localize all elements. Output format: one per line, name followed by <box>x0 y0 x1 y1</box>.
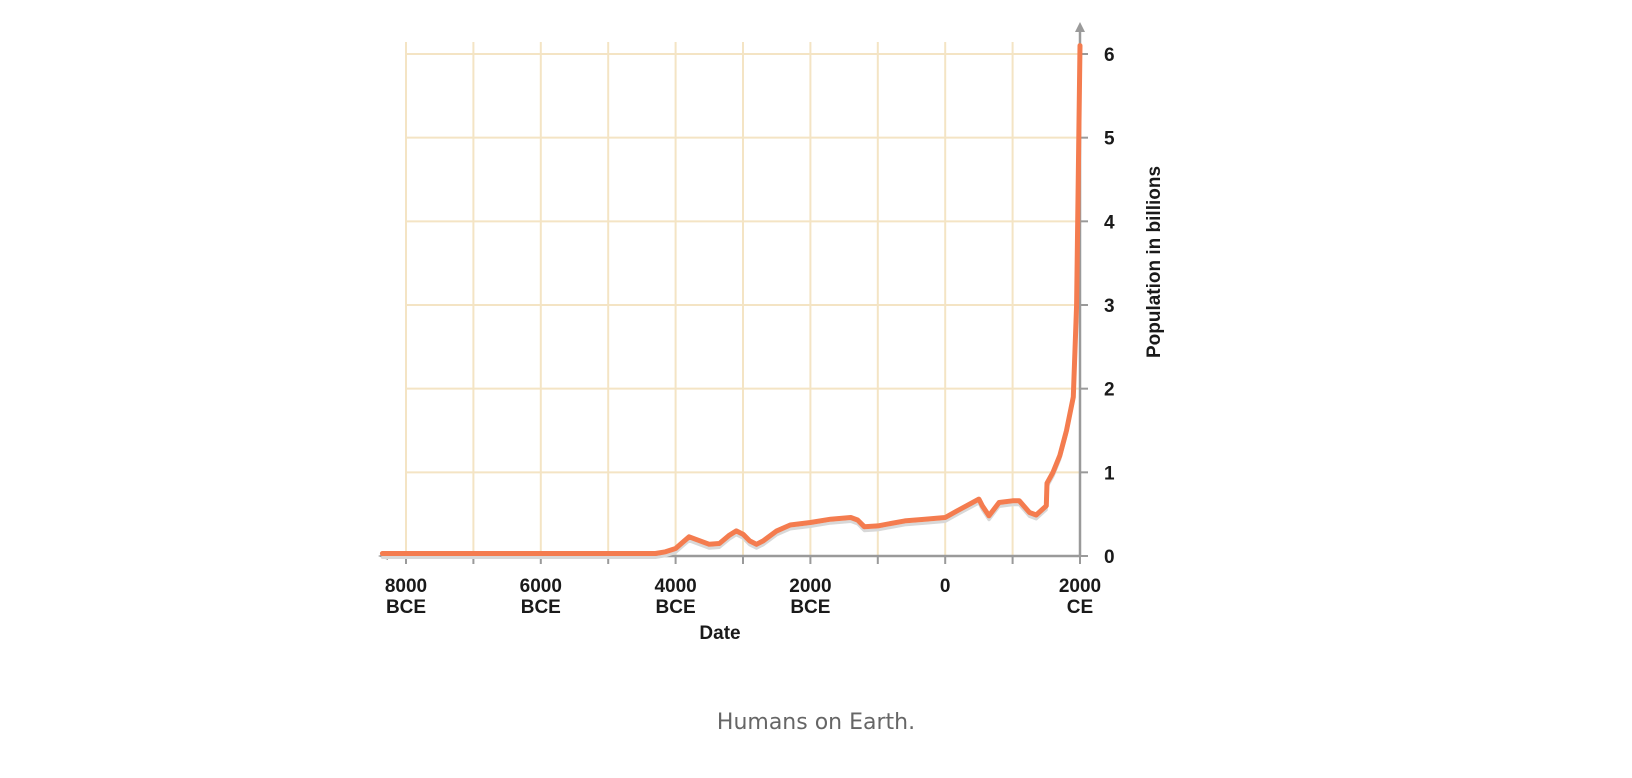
x-tick-label: 0 <box>940 576 951 597</box>
y-tick-label: 4 <box>1104 212 1115 233</box>
y-axis-arrow <box>1075 22 1085 32</box>
x-tick-label-era: CE <box>1067 597 1093 618</box>
y-tick-label: 0 <box>1104 547 1115 568</box>
y-tick-label: 2 <box>1104 380 1115 401</box>
x-tick-label: 8000 <box>385 576 427 597</box>
series-group <box>379 43 1083 559</box>
grid <box>405 42 1080 556</box>
x-tick-label-era: BCE <box>790 597 830 618</box>
x-tick-label-era: BCE <box>386 597 426 618</box>
x-tick-label: 4000 <box>654 576 696 597</box>
x-axis-title: Date <box>699 623 740 644</box>
x-tick-label-era: BCE <box>521 597 561 618</box>
x-tick-label: 6000 <box>520 576 562 597</box>
figure-caption: Humans on Earth. <box>716 710 916 735</box>
y-tick-label: 6 <box>1104 45 1115 66</box>
axes <box>378 22 1088 564</box>
x-tick-label: 2000 <box>789 576 831 597</box>
x-tick-label: 2000 <box>1059 576 1101 597</box>
x-tick-label-era: BCE <box>656 597 696 618</box>
y-tick-label: 3 <box>1104 296 1115 317</box>
y-tick-label: 1 <box>1104 463 1115 484</box>
y-tick-label: 5 <box>1104 129 1115 150</box>
y-axis-title: Population in billions <box>1144 166 1165 358</box>
series-line-shadow <box>380 48 1082 559</box>
population-series-line <box>379 43 1083 556</box>
